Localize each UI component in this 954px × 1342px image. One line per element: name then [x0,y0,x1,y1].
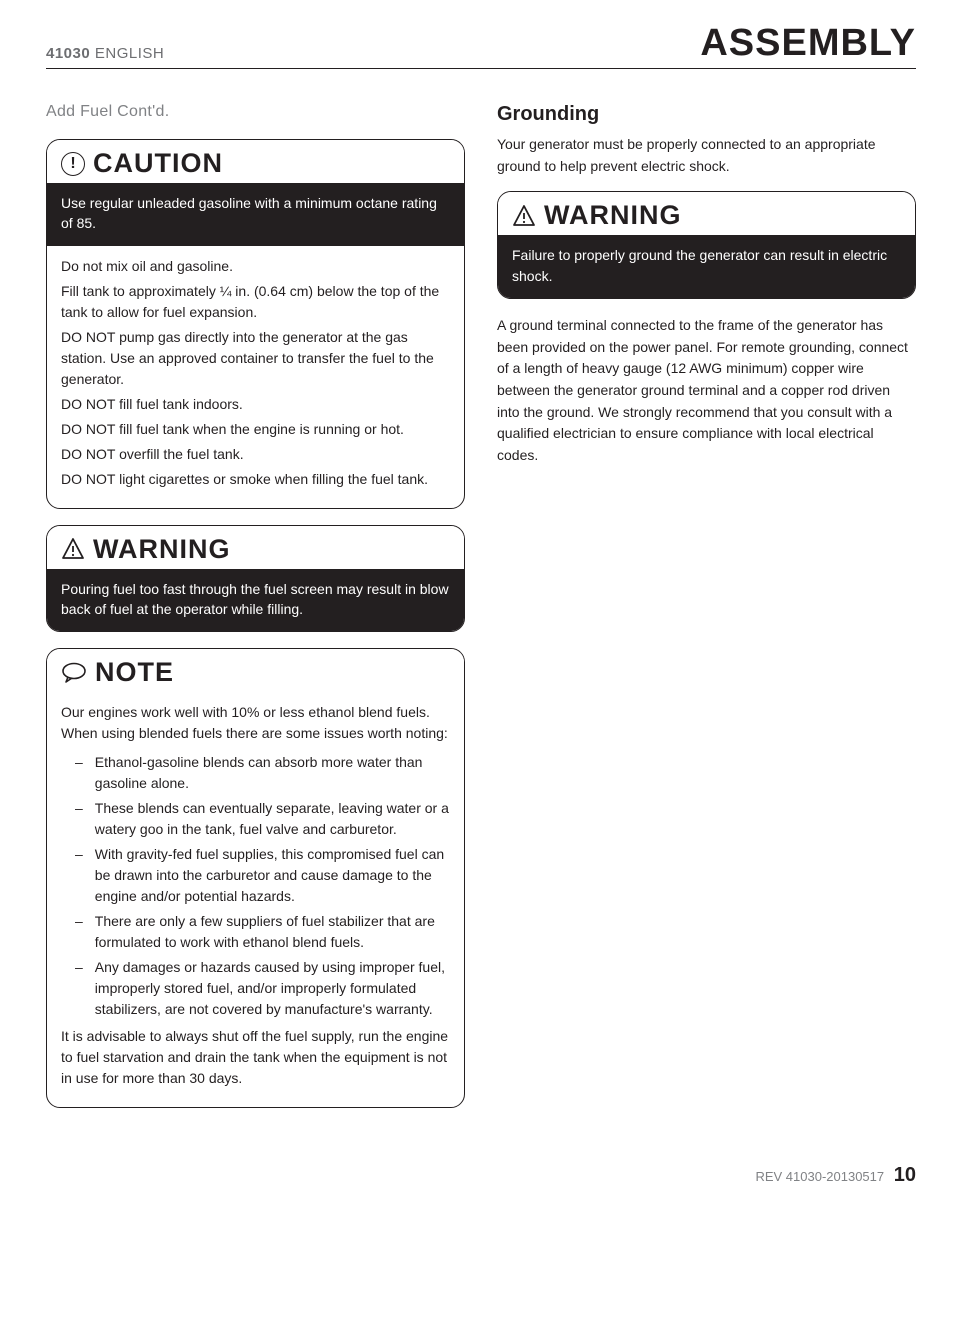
caution-body: Do not mix oil and gasoline. Fill tank t… [47,246,464,508]
note-callout: NOTE Our engines work well with 10% or l… [46,648,465,1108]
caution-label: CAUTION [93,148,223,179]
note-bullet: –Ethanol-gasoline blends can absorb more… [61,752,450,794]
note-icon [61,662,87,684]
page-number: 10 [894,1164,916,1186]
caution-callout: ! CAUTION Use regular unleaded gasoline … [46,139,465,509]
caution-line: DO NOT light cigarettes or smoke when fi… [61,469,450,490]
caution-title-row: ! CAUTION [47,140,464,183]
caution-line: DO NOT fill fuel tank when the engine is… [61,419,450,440]
page-header: 41030 ENGLISH ASSEMBLY [46,24,916,62]
caution-line: Fill tank to approximately ¼ in. (0.64 c… [61,281,450,323]
revision-text: REV 41030-20130517 [755,1169,884,1184]
model-number: 41030 [46,45,90,62]
warning-band: Failure to properly ground the generator… [498,235,915,298]
caution-line: Do not mix oil and gasoline. [61,256,450,277]
language-label: ENGLISH [95,45,164,62]
caution-band: Use regular unleaded gasoline with a min… [47,183,464,246]
warning-title-row: WARNING [47,526,464,569]
caution-line: DO NOT overfill the fuel tank. [61,444,450,465]
warning-icon [512,204,536,228]
note-bullet: –There are only a few suppliers of fuel … [61,911,450,953]
header-model-lang: 41030 ENGLISH [46,45,164,62]
subhead-add-fuel: Add Fuel Cont'd. [46,103,465,121]
page-title: ASSEMBLY [700,24,916,62]
warning-band: Pouring fuel too fast through the fuel s… [47,569,464,632]
content-columns: Add Fuel Cont'd. ! CAUTION Use regular u… [46,103,916,1124]
note-bullet: –These blends can eventually separate, l… [61,798,450,840]
header-rule [46,68,916,69]
grounding-title: Grounding [497,103,916,126]
right-column: Grounding Your generator must be properl… [497,103,916,1124]
warning-label: WARNING [93,534,231,565]
warning-callout-right: WARNING Failure to properly ground the g… [497,191,916,299]
note-outro: It is advisable to always shut off the f… [61,1026,450,1089]
caution-line: DO NOT pump gas directly into the genera… [61,327,450,390]
warning-icon [61,537,85,561]
note-body: Our engines work well with 10% or less e… [47,692,464,1107]
warning-label: WARNING [544,200,682,231]
warning-callout-left: WARNING Pouring fuel too fast through th… [46,525,465,633]
grounding-body: A ground terminal connected to the frame… [497,315,916,467]
warning-title-row: WARNING [498,192,915,235]
caution-icon: ! [61,152,85,176]
caution-line: DO NOT fill fuel tank indoors. [61,394,450,415]
note-title-row: NOTE [47,649,464,692]
note-bullet: –Any damages or hazards caused by using … [61,957,450,1020]
note-label: NOTE [95,657,174,688]
page-footer: REV 41030-20130517 10 [46,1164,916,1187]
note-bullet: –With gravity-fed fuel supplies, this co… [61,844,450,907]
note-intro: Our engines work well with 10% or less e… [61,702,450,744]
grounding-intro: Your generator must be properly connecte… [497,134,916,177]
left-column: Add Fuel Cont'd. ! CAUTION Use regular u… [46,103,465,1124]
note-list: –Ethanol-gasoline blends can absorb more… [61,752,450,1020]
